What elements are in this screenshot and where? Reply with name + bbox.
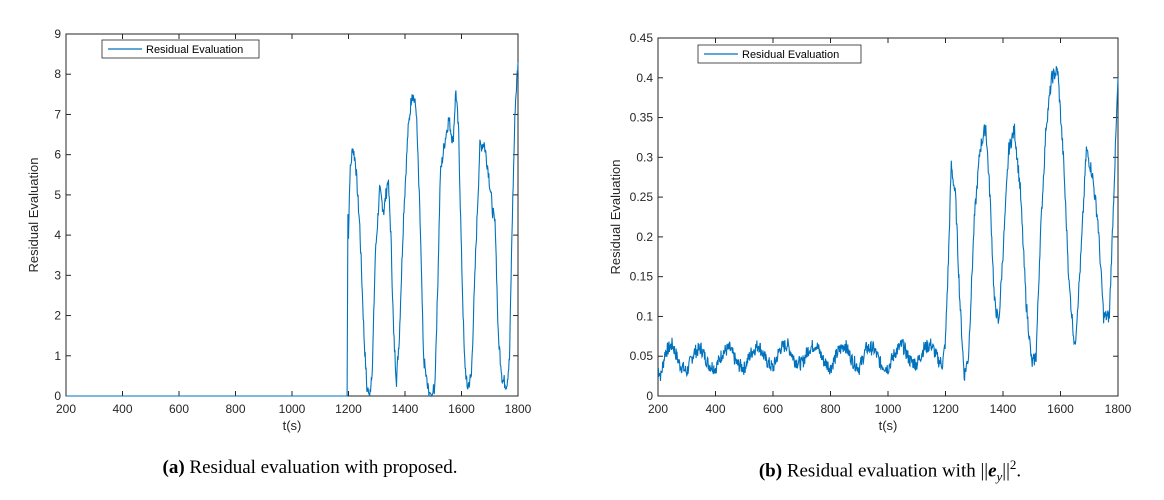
chart-panel-b: 200 400 600 800 1000 1200 1400 1600 1800 0 0.05 0.1… <box>608 31 1132 433</box>
figure-canvas: 200 400 600 800 1000 1200 1400 1600 1800 0 1 2 3 4 5 6 7… <box>26 27 1132 433</box>
caption-b-end: . <box>1016 460 1022 482</box>
caption-b-mid: || <box>1002 460 1010 482</box>
x-tick-label: 800 <box>820 402 840 416</box>
x-axis-label: t(s) <box>879 418 898 433</box>
y-tick-label: 6 <box>54 148 61 162</box>
y-tick-label: 2 <box>54 309 61 323</box>
plot-area <box>657 37 1119 397</box>
y-tick-label: 0.3 <box>636 150 653 164</box>
plot-area <box>65 33 519 397</box>
caption-b-var: e <box>988 460 997 482</box>
caption-b-prefix: Residual evaluation with || <box>786 460 989 482</box>
y-tick-label: 0.35 <box>630 111 654 125</box>
y-tick-label: 5 <box>54 188 61 202</box>
x-tick-label: 1000 <box>279 402 306 416</box>
x-tick-label: 1600 <box>448 402 475 416</box>
y-tick-label: 0.15 <box>630 270 654 284</box>
legend-label: Residual Evaluation <box>742 49 839 61</box>
x-tick-label: 1400 <box>990 402 1017 416</box>
caption-a-label: (a) <box>162 457 185 478</box>
x-tick-label: 800 <box>225 402 245 416</box>
y-tick-label: 0 <box>646 389 653 403</box>
y-tick-label: 0.45 <box>630 31 654 45</box>
y-axis-label: Residual Evaluation <box>26 158 41 273</box>
y-axis-label: Residual Evaluation <box>608 160 623 275</box>
caption-b: (b) Residual evaluation with ||ey||2. <box>660 457 1120 485</box>
legend-box <box>101 39 260 59</box>
x-tick-label: 1800 <box>505 402 532 416</box>
x-tick-label: 600 <box>763 402 783 416</box>
y-tick-label: 4 <box>54 228 61 242</box>
caption-b-sub: y <box>996 469 1003 485</box>
x-axis-label: t(s) <box>283 418 302 433</box>
x-tick-label: 1200 <box>335 402 362 416</box>
y-tick-label: 1 <box>54 349 61 363</box>
x-tick-label: 1000 <box>875 402 902 416</box>
y-tick-label: 0.4 <box>636 71 653 85</box>
x-tick-label: 200 <box>648 402 668 416</box>
legend-box <box>697 44 862 64</box>
series-line <box>66 62 519 398</box>
y-tick-label: 8 <box>54 67 61 81</box>
series-line <box>657 66 1119 382</box>
y-tick-label: 7 <box>54 107 61 121</box>
caption-b-sup: 2 <box>1009 457 1017 472</box>
x-tick-label: 400 <box>705 402 725 416</box>
legend-label: Residual Evaluation <box>146 44 243 56</box>
y-tick-label: 0.05 <box>630 349 654 363</box>
chart-panel-a: 200 400 600 800 1000 1200 1400 1600 1800 0 1 2 3 4 5 6 7… <box>26 27 532 433</box>
x-tick-label: 1200 <box>932 402 959 416</box>
x-tick-label: 1400 <box>392 402 419 416</box>
x-tick-label: 200 <box>56 402 76 416</box>
x-tick-label: 1600 <box>1047 402 1074 416</box>
y-tick-label: 9 <box>54 27 61 41</box>
x-tick-label: 600 <box>169 402 189 416</box>
x-tick-label: 400 <box>112 402 132 416</box>
y-tick-label: 0.2 <box>636 230 653 244</box>
y-tick-label: 0 <box>54 389 61 403</box>
caption-a: (a) Residual evaluation with proposed. <box>100 457 520 479</box>
x-tick-label: 1800 <box>1105 402 1132 416</box>
y-tick-label: 3 <box>54 268 61 282</box>
y-tick-label: 0.1 <box>636 309 653 323</box>
caption-a-text: Residual evaluation with proposed. <box>189 457 458 478</box>
y-tick-label: 0.25 <box>630 190 654 204</box>
caption-b-label: (b) <box>758 460 783 482</box>
